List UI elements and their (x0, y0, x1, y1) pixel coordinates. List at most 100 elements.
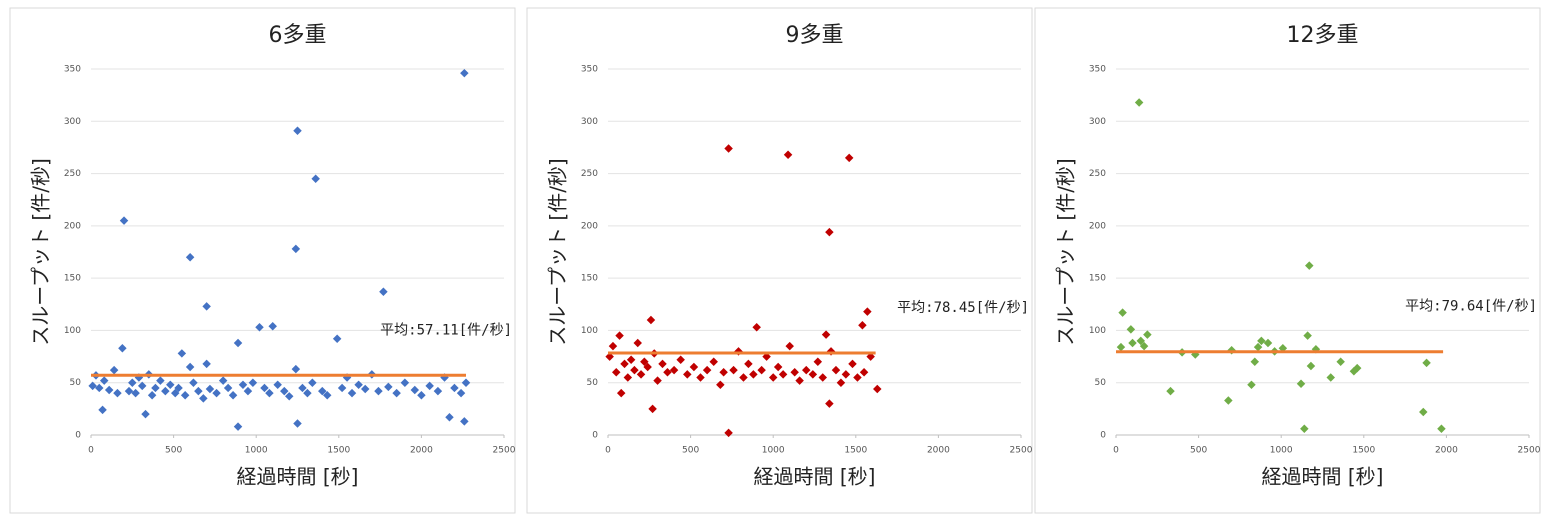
point (831, 365, 841, 375)
point (1419, 407, 1428, 417)
point (124, 386, 134, 396)
x-tick-label: 0 (605, 446, 611, 456)
y-tick-label: 100 (64, 326, 81, 336)
x-tick-label: 2000 (1435, 446, 1458, 456)
point (293, 419, 302, 428)
point (702, 365, 712, 375)
point (1336, 357, 1345, 367)
point (848, 359, 857, 369)
point (233, 338, 243, 348)
y-tick-label: 150 (64, 274, 81, 284)
point (425, 381, 434, 391)
point (858, 320, 867, 330)
chart-title: 12多重 (1287, 23, 1359, 48)
x-axis-title: 経過時間 [秒] (237, 465, 359, 489)
point (265, 388, 274, 398)
point (347, 388, 357, 398)
mean-label: 平均:79.64[件/秒] (1405, 299, 1537, 315)
point (630, 365, 639, 375)
point (228, 391, 238, 400)
x-tick-label: 500 (1190, 446, 1207, 456)
point (322, 391, 332, 400)
y-tick-label: 50 (587, 378, 599, 388)
point (95, 383, 104, 393)
panel-border (526, 7, 1033, 514)
point (337, 383, 347, 393)
point (1166, 386, 1175, 396)
point (790, 368, 799, 377)
point (318, 386, 327, 396)
point (460, 68, 469, 78)
point (291, 244, 301, 254)
point (1139, 341, 1149, 351)
point (450, 383, 459, 393)
point (298, 383, 307, 393)
point (99, 376, 109, 385)
x-tick-label: 0 (88, 446, 94, 456)
y-tick-label: 200 (1089, 221, 1106, 231)
y-tick-label: 350 (64, 65, 81, 75)
point (156, 376, 165, 385)
y-tick-label: 100 (1089, 326, 1106, 336)
point (280, 386, 289, 396)
point (813, 357, 823, 367)
point (88, 381, 97, 391)
y-tick-label: 200 (64, 221, 81, 231)
point (392, 388, 401, 398)
y-tick-label: 0 (75, 431, 81, 441)
point (719, 368, 728, 377)
point (104, 385, 114, 395)
y-tick-label: 150 (581, 274, 598, 284)
point (636, 370, 646, 379)
x-tick-label: 500 (682, 446, 699, 456)
point (669, 365, 679, 375)
point (1118, 308, 1127, 317)
point (248, 378, 258, 387)
point (1352, 363, 1362, 373)
y-tick-label: 50 (1095, 378, 1107, 388)
point (716, 380, 725, 390)
x-axis-title: 経過時間 [秒] (1262, 465, 1384, 489)
point (293, 126, 302, 135)
point (177, 349, 187, 358)
point (284, 392, 294, 401)
point (460, 417, 469, 426)
point (1250, 357, 1260, 367)
point (863, 307, 872, 316)
point (268, 322, 277, 331)
point (653, 376, 662, 385)
y-tick-label: 0 (592, 431, 598, 441)
y-tick-label: 150 (1089, 274, 1106, 284)
x-tick-label: 0 (1113, 446, 1119, 456)
point (623, 373, 633, 382)
point (683, 370, 692, 379)
point (131, 388, 140, 398)
point (1136, 336, 1146, 346)
point (778, 370, 788, 379)
point (873, 384, 882, 394)
y-tick-label: 300 (64, 117, 81, 127)
point (853, 373, 862, 382)
point (1306, 361, 1316, 371)
x-tick-label: 1500 (1352, 446, 1375, 456)
x-tick-label: 1000 (762, 446, 785, 456)
point (608, 341, 618, 351)
point (616, 388, 626, 398)
point (1326, 373, 1336, 382)
x-tick-label: 2500 (1518, 446, 1541, 456)
point (648, 404, 657, 414)
x-tick-label: 1500 (327, 446, 350, 456)
point (291, 364, 301, 374)
point (174, 383, 183, 393)
point (859, 368, 869, 377)
panel-border (9, 7, 516, 514)
point (1296, 379, 1306, 389)
point (1253, 342, 1263, 352)
point (205, 384, 215, 394)
y-tick-label: 250 (64, 169, 81, 179)
point (676, 355, 685, 364)
point (1224, 396, 1233, 405)
point (739, 373, 748, 382)
point (689, 362, 699, 372)
